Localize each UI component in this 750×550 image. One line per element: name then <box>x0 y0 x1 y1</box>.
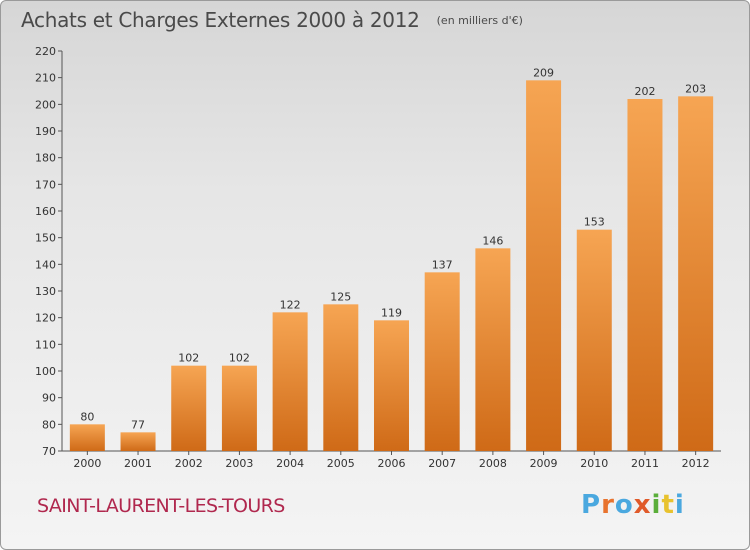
title-block: Achats et Charges Externes 2000 à 2012 (… <box>21 8 523 32</box>
y-tick-label: 80 <box>42 418 56 431</box>
x-tick-label: 2006 <box>378 457 406 470</box>
data-label: 119 <box>381 306 402 319</box>
chart-title: Achats et Charges Externes 2000 à 2012 <box>21 8 420 32</box>
logo-letter: o <box>614 490 634 520</box>
bar <box>576 229 612 451</box>
data-label: 209 <box>533 66 554 79</box>
y-tick-label: 70 <box>42 445 56 458</box>
bar <box>221 365 257 451</box>
y-tick-label: 90 <box>42 392 56 405</box>
logo-letter: i <box>651 490 662 520</box>
proxiti-logo[interactable]: Proxiti <box>581 490 685 520</box>
y-tick-label: 180 <box>35 152 56 165</box>
logo-letter: P <box>581 490 602 520</box>
data-label: 202 <box>634 85 655 98</box>
data-label: 102 <box>178 352 199 365</box>
data-label: 122 <box>280 298 301 311</box>
data-label: 102 <box>229 352 250 365</box>
y-tick-label: 210 <box>35 72 56 85</box>
data-label: 77 <box>131 418 145 431</box>
x-tick-label: 2007 <box>428 457 456 470</box>
chart-subtitle: (en milliers d'€) <box>436 14 523 27</box>
y-tick-label: 150 <box>35 232 56 245</box>
y-tick-label: 130 <box>35 285 56 298</box>
logo-letter: x <box>633 490 652 520</box>
bar <box>171 365 207 451</box>
x-tick-label: 2000 <box>73 457 101 470</box>
data-label: 203 <box>685 82 706 95</box>
bar <box>475 248 511 451</box>
logo-letter: i <box>674 490 685 520</box>
logo-letter: t <box>661 490 675 520</box>
y-tick-label: 200 <box>35 98 56 111</box>
x-tick-label: 2010 <box>580 457 608 470</box>
x-tick-label: 2012 <box>682 457 710 470</box>
bar <box>120 432 156 451</box>
bar <box>424 272 460 451</box>
y-tick-label: 220 <box>35 45 56 58</box>
bar <box>678 96 714 451</box>
bar <box>374 320 409 451</box>
data-label: 125 <box>330 290 351 303</box>
y-tick-label: 160 <box>35 205 56 218</box>
bar <box>69 424 105 451</box>
x-tick-label: 2009 <box>530 457 558 470</box>
y-tick-label: 140 <box>35 258 56 271</box>
bar <box>526 80 562 451</box>
x-tick-label: 2004 <box>276 457 304 470</box>
data-label: 80 <box>80 410 94 423</box>
y-tick-label: 100 <box>35 365 56 378</box>
bar <box>627 99 663 451</box>
y-tick-label: 170 <box>35 178 56 191</box>
x-tick-label: 2008 <box>479 457 507 470</box>
x-tick-label: 2005 <box>327 457 355 470</box>
data-label: 146 <box>482 234 503 247</box>
y-tick-label: 190 <box>35 125 56 138</box>
place-name: SAINT-LAURENT-LES-TOURS <box>37 495 285 517</box>
bar <box>272 312 308 451</box>
x-tick-label: 2011 <box>631 457 659 470</box>
x-tick-label: 2001 <box>124 457 152 470</box>
data-label: 137 <box>432 258 453 271</box>
logo-letter: r <box>601 490 615 520</box>
x-tick-label: 2002 <box>175 457 203 470</box>
y-tick-label: 120 <box>35 312 56 325</box>
y-tick-label: 110 <box>35 338 56 351</box>
bar <box>323 304 359 451</box>
data-label: 153 <box>584 216 605 229</box>
x-tick-label: 2003 <box>225 457 253 470</box>
